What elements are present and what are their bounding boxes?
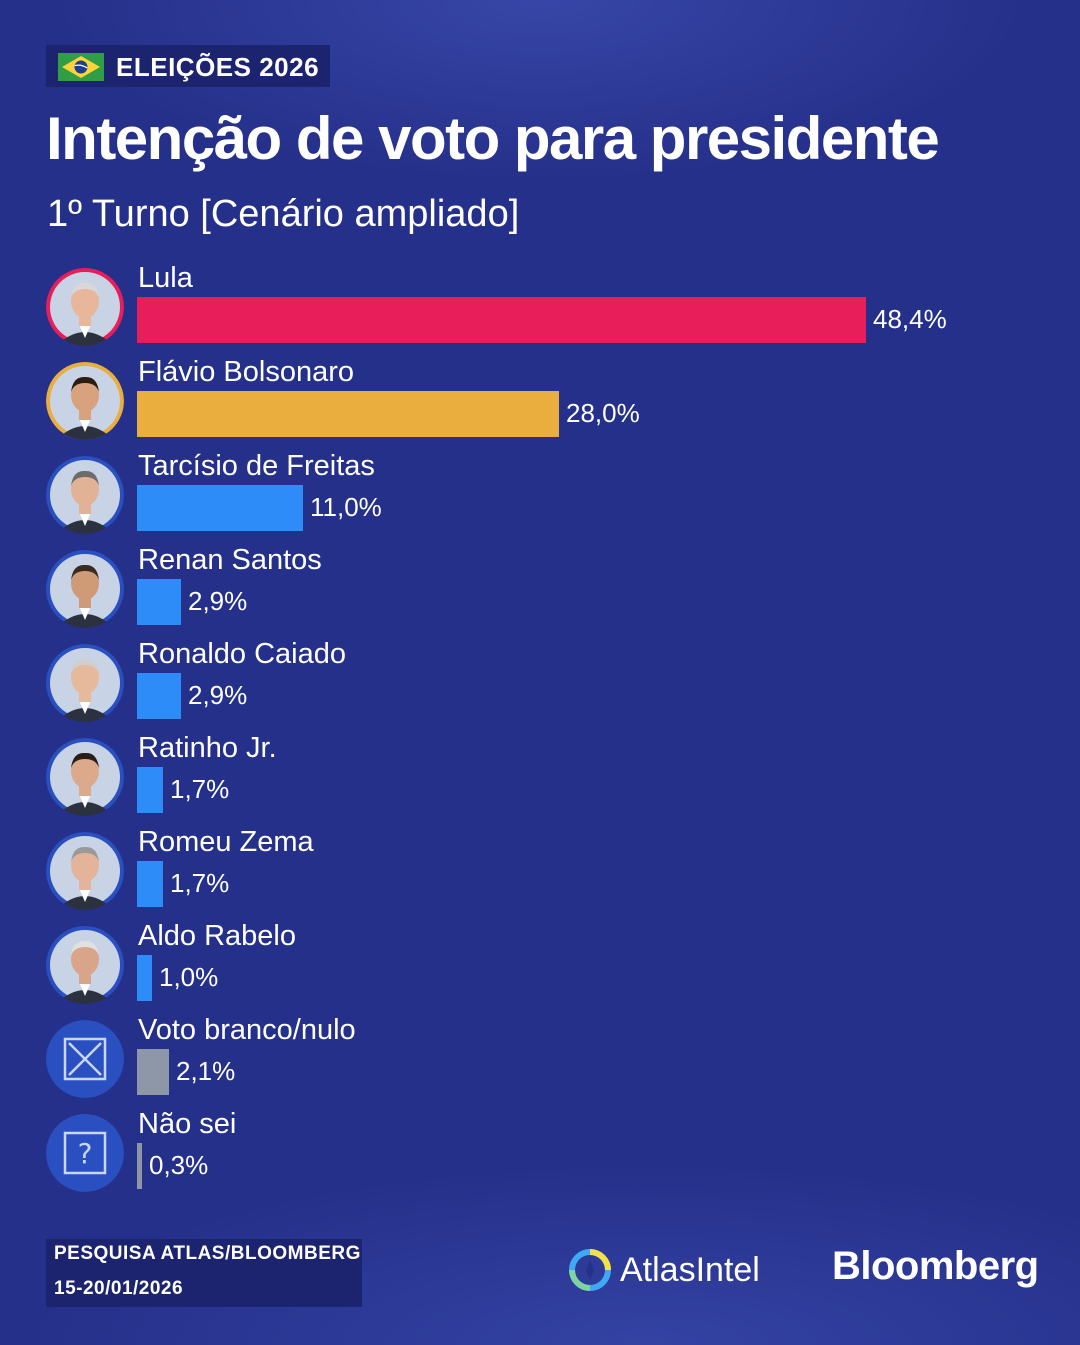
photo-romeu-zema-avatar: [46, 832, 124, 910]
page-title: Intenção de voto para presidente: [46, 105, 940, 172]
election-tag-label: ELEIÇÕES 2026: [116, 52, 320, 82]
chart-row: Lula 48,4%: [0, 262, 1080, 362]
bar-category-label: Ronaldo Caiado: [138, 638, 346, 670]
bar-category-label: Não sei: [138, 1108, 237, 1140]
bar: [137, 955, 152, 1001]
bar: [137, 673, 181, 719]
question-icon: ?: [46, 1114, 124, 1192]
chart-row: Ronaldo Caiado 2,9%: [0, 638, 1080, 738]
bar-value-label: 2,9%: [188, 586, 248, 616]
source-line-1: PESQUISA ATLAS/BLOOMBERG: [54, 1243, 361, 1264]
bar: [137, 297, 866, 343]
photo-renan-santos-avatar: [46, 550, 124, 628]
atlasintel-logo-text: AtlasIntel: [620, 1250, 760, 1289]
photo-ratinho-jr-avatar: [46, 738, 124, 816]
svg-text:?: ?: [78, 1137, 93, 1170]
bar-value-label: 1,7%: [170, 774, 230, 804]
photo-tarcisio-avatar: [46, 456, 124, 534]
source-box: [46, 1239, 362, 1307]
chart-row: Aldo Rabelo 1,0%: [0, 920, 1080, 1020]
bar-category-label: Romeu Zema: [138, 826, 314, 858]
bar: [137, 767, 163, 813]
page-subtitle: 1º Turno [Cenário ampliado]: [47, 193, 520, 235]
chart-row: Tarcísio de Freitas 11,0%: [0, 450, 1080, 550]
bar-category-label: Flávio Bolsonaro: [138, 356, 354, 388]
photo-ronaldo-caiado-avatar: [46, 644, 124, 722]
bar-category-label: Renan Santos: [138, 544, 322, 576]
atlasintel-logo-icon: [569, 1249, 611, 1291]
bar-value-label: 1,0%: [159, 962, 219, 992]
bar-value-label: 48,4%: [873, 304, 947, 334]
bar-value-label: 28,0%: [566, 398, 640, 428]
photo-flavio-bolsonaro-avatar: [46, 362, 124, 440]
chart-row: Voto branco/nulo 2,1%: [0, 1014, 1080, 1114]
bar-category-label: Aldo Rabelo: [138, 920, 296, 952]
bar: [137, 485, 303, 531]
bar-category-label: Tarcísio de Freitas: [138, 450, 375, 482]
chart-row: Renan Santos 2,9%: [0, 544, 1080, 644]
bar-category-label: Lula: [138, 262, 193, 294]
bar: [137, 391, 559, 437]
bar: [137, 579, 181, 625]
bar-value-label: 2,1%: [176, 1056, 236, 1086]
bar-value-label: 0,3%: [149, 1150, 209, 1180]
bar-category-label: Ratinho Jr.: [138, 732, 277, 764]
bar: [137, 1143, 142, 1189]
bar: [137, 861, 163, 907]
source-line-2: 15-20/01/2026: [54, 1278, 184, 1299]
bar-value-label: 2,9%: [188, 680, 248, 710]
bar-category-label: Voto branco/nulo: [138, 1014, 356, 1046]
chart-row: Romeu Zema 1,7%: [0, 826, 1080, 926]
bloomberg-logo: Bloomberg: [832, 1244, 1039, 1288]
atlasintel-logo: AtlasIntel: [568, 1246, 760, 1294]
ballot-x-icon: [46, 1020, 124, 1098]
chart-row: Ratinho Jr. 1,7%: [0, 732, 1080, 832]
chart-row: ? Não sei 0,3%: [0, 1108, 1080, 1208]
election-tag: ELEIÇÕES 2026: [46, 45, 330, 87]
brazil-flag-icon: [58, 53, 104, 81]
bar: [137, 1049, 169, 1095]
photo-aldo-rabelo-avatar: [46, 926, 124, 1004]
bar-value-label: 1,7%: [170, 868, 230, 898]
photo-lula-avatar: [46, 268, 124, 346]
bar-value-label: 11,0%: [310, 492, 382, 522]
chart-row: Flávio Bolsonaro 28,0%: [0, 356, 1080, 456]
